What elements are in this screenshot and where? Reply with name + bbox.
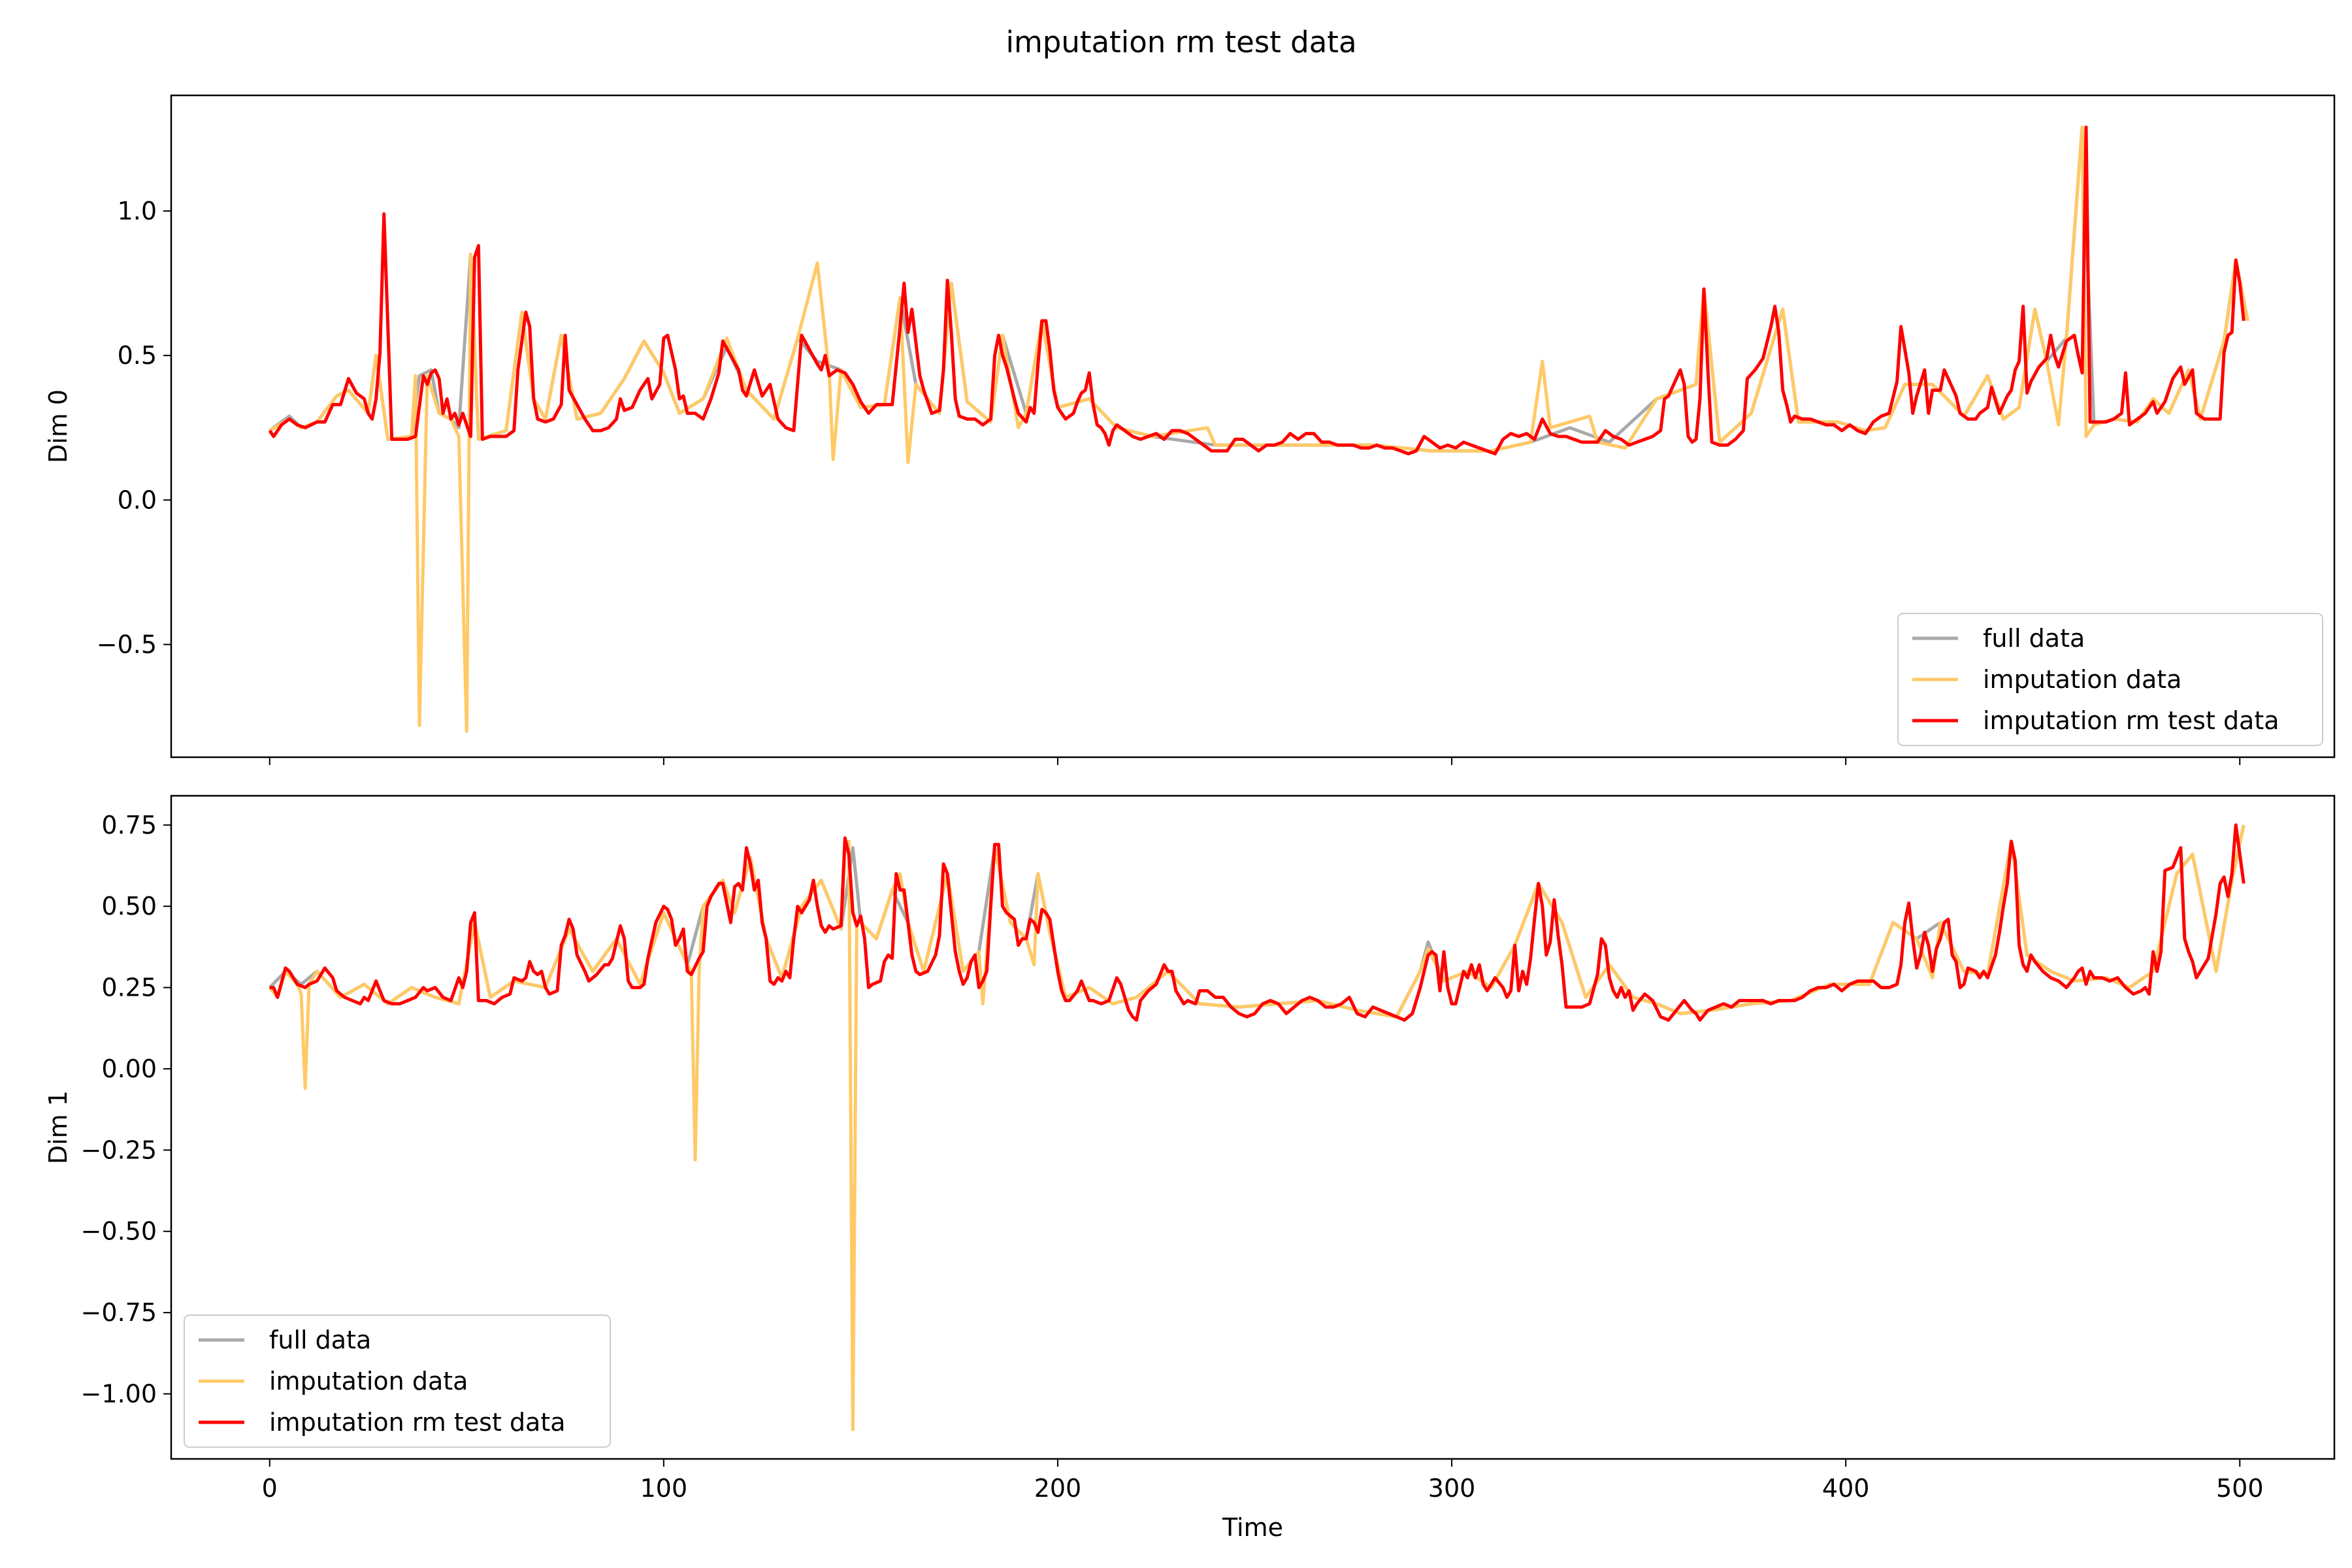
y-axis-label: Dim 0 [44,389,73,463]
y-tick-label: −0.50 [81,1217,157,1246]
y-axis-label: Dim 1 [44,1090,73,1164]
legend-label: imputation rm test data [1983,706,2279,735]
legend: full data imputation data imputation rm te… [184,1315,611,1448]
x-axis-label: Time [1222,1513,1283,1542]
legend-label: imputation data [1983,665,2181,694]
y-tick-label: 0.0 [118,485,157,514]
y-tick-label: −1.00 [81,1379,157,1408]
axes-frame [170,794,2336,1460]
series-line-imputation-data [269,125,2249,733]
y-tick-label: 0.00 [101,1054,157,1083]
legend-label: full data [269,1326,371,1354]
legend: full data imputation data imputation rm te… [1897,613,2323,746]
x-tick-label: 400 [1822,1474,1870,1503]
y-tick-label: 0.5 [118,341,157,370]
legend-box [1897,613,2323,746]
legend-label: imputation rm test data [269,1408,566,1437]
y-tick-label: −0.75 [81,1298,157,1327]
plot-lines [268,823,2246,1431]
x-tick-label: 300 [1428,1474,1476,1503]
y-tick-label: 0.75 [101,811,157,840]
axes-frame [170,94,2336,759]
figure-title: imputation rm test data [1005,25,1356,59]
y-tick-label: −0.5 [97,630,157,659]
plot-lines [268,125,2249,733]
subplot-dim1: 0 100 200 300 400 500 −1.00 −0.75 −0.50 −0.25 0.00… [44,794,2336,1542]
legend-label: imputation data [269,1367,468,1396]
series-line-imputation-rm-test-data [268,125,2246,455]
subplot-dim0: −0.5 0.0 0.5 1.0 Dim 0 full data imputation da… [44,94,2336,765]
y-tick-label: 1.0 [118,197,157,225]
legend-box [184,1315,611,1448]
x-tick-label: 500 [2216,1474,2264,1503]
y-tick-label: −0.25 [81,1135,157,1164]
y-tick-label: 0.25 [101,973,157,1002]
y-tick-label: 0.50 [101,892,157,921]
x-tick-label: 100 [640,1474,688,1503]
legend-label: full data [1983,624,2085,653]
x-tick-label: 200 [1034,1474,1082,1503]
x-tick-label: 0 [262,1474,278,1503]
series-line-imputation-rm-test-data [269,823,2246,1022]
